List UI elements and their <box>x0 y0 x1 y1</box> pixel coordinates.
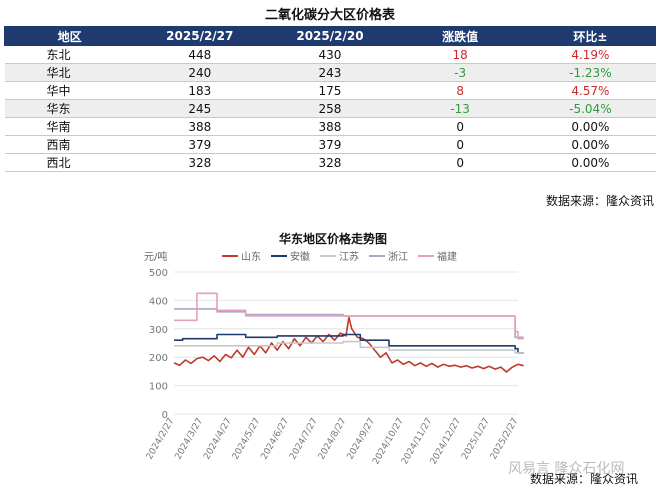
legend-swatch <box>271 254 287 257</box>
cell-pct: -5.04% <box>525 99 656 118</box>
y-tick-label: 300 <box>149 325 168 336</box>
x-tick-label: 2024/5/27 <box>231 417 263 462</box>
legend-swatch <box>369 254 385 257</box>
table-row: 华中 183 175 8 4.57% <box>4 81 656 100</box>
cell-pct: 0.00% <box>525 135 656 154</box>
x-tick-label: 2024/6/27 <box>260 417 292 462</box>
legend-item: 浙江 <box>369 248 408 263</box>
y-tick-label: 200 <box>149 353 168 364</box>
cell-region: 华中 <box>4 81 135 100</box>
table-row: 东北 448 430 18 4.19% <box>4 45 656 64</box>
table-row: 华南 388 388 0 0.00% <box>4 117 656 136</box>
cell-pct: 4.57% <box>525 81 656 100</box>
cell-region: 华北 <box>4 63 135 82</box>
line-chart: 0 100 200 300 400 500 2024/2/272024/3/272024/4… <box>145 268 524 467</box>
series-line <box>174 292 524 340</box>
header-date-previous: 2025/2/20 <box>264 26 396 46</box>
cell-pct: 0.00% <box>525 153 656 172</box>
legend-label: 安徽 <box>290 252 310 263</box>
y-tick-label: 0 <box>162 410 168 421</box>
x-tick-label: 2024/4/27 <box>202 417 234 462</box>
cell-change: 18 <box>395 45 526 64</box>
table-title: 二氧化碳分大区价格表 <box>264 8 395 23</box>
legend-label: 山东 <box>241 252 261 263</box>
chart-source-note: 数据来源：隆众资讯 <box>529 472 638 486</box>
x-tick-label: 2024/8/27 <box>317 417 349 462</box>
table-row: 华东 245 258 -13 -5.04% <box>4 99 656 118</box>
cell-region: 西北 <box>4 153 135 172</box>
cell-previous: 258 <box>264 99 396 118</box>
chart-title: 华东地区价格走势图 <box>278 232 387 246</box>
y-tick-label: 100 <box>149 382 168 393</box>
cell-change: -3 <box>395 63 526 82</box>
cell-previous: 328 <box>264 153 396 172</box>
cell-previous: 243 <box>264 63 396 82</box>
watermark-text: 风易言 隆众石化网 <box>508 461 625 477</box>
legend-swatch <box>320 254 336 257</box>
cell-previous: 379 <box>264 135 396 154</box>
cell-change: 0 <box>395 135 526 154</box>
x-tick-label: 2024/3/27 <box>174 417 206 462</box>
cell-pct: -1.23% <box>525 63 656 82</box>
header-date-current: 2025/2/27 <box>134 26 266 46</box>
header-change: 涨跌值 <box>394 26 526 46</box>
x-tick-label: 2024/12/27 <box>429 417 464 467</box>
cell-current: 245 <box>134 99 265 118</box>
series-line <box>174 308 524 339</box>
legend-item: 江苏 <box>320 248 359 263</box>
legend-label: 福建 <box>437 252 457 263</box>
x-tick-label: 2024/7/27 <box>288 417 320 462</box>
series-line <box>174 333 524 354</box>
cell-current: 183 <box>134 81 265 100</box>
cell-pct: 4.19% <box>525 45 656 64</box>
legend-item: 山东 <box>222 248 261 263</box>
cell-current: 328 <box>134 153 265 172</box>
y-tick-label: 500 <box>149 268 168 279</box>
cell-change: -13 <box>395 99 526 118</box>
cell-change: 0 <box>395 117 526 136</box>
header-pct: 环比± <box>524 26 657 46</box>
cell-current: 448 <box>134 45 265 64</box>
cell-current: 388 <box>134 117 265 136</box>
table-row: 西南 379 379 0 0.00% <box>4 135 656 154</box>
chart-legend: 山东 安徽 江苏 浙江 福建 <box>222 248 457 263</box>
cell-previous: 430 <box>264 45 396 64</box>
cell-region: 华东 <box>4 99 135 118</box>
cell-previous: 175 <box>264 81 396 100</box>
legend-swatch <box>222 254 238 257</box>
data-source-note: 数据来源：隆众资讯 <box>545 194 654 208</box>
table-row: 华北 240 243 -3 -1.23% <box>4 63 656 82</box>
cell-current: 379 <box>134 135 265 154</box>
cell-previous: 388 <box>264 117 396 136</box>
header-region: 地区 <box>3 26 136 46</box>
cell-region: 华南 <box>4 117 135 136</box>
price-table: 地区 2025/2/27 2025/2/20 涨跌值 环比± 东北 448 43… <box>3 26 657 172</box>
cell-pct: 0.00% <box>525 117 656 136</box>
table-header-row: 地区 2025/2/27 2025/2/20 涨跌值 环比± <box>3 26 657 46</box>
series-line <box>174 340 524 354</box>
legend-label: 江苏 <box>339 252 359 263</box>
series-line <box>173 316 524 373</box>
legend-swatch <box>418 254 434 257</box>
chart-container: 0 100 200 300 400 500 2024/2/27 2024/3/27 2024/4… <box>138 222 528 484</box>
x-tick-label: 2025/2/27 <box>489 417 521 462</box>
y-axis-label: 元/吨 <box>144 252 168 263</box>
cell-change: 0 <box>395 153 526 172</box>
cell-change: 8 <box>395 81 526 100</box>
legend-item: 福建 <box>418 248 457 263</box>
x-tick-label: 2024/9/27 <box>346 417 378 462</box>
legend-label: 浙江 <box>388 252 408 263</box>
legend-item: 安徽 <box>271 248 310 263</box>
cell-region: 东北 <box>4 45 135 64</box>
y-tick-label: 400 <box>149 296 168 307</box>
x-tick-label: 2025/1/27 <box>460 417 492 462</box>
cell-current: 240 <box>134 63 265 82</box>
x-tick-label: 2024/2/27 <box>145 417 177 462</box>
table-row: 西北 328 328 0 0.00% <box>4 153 656 172</box>
cell-region: 西南 <box>4 135 135 154</box>
